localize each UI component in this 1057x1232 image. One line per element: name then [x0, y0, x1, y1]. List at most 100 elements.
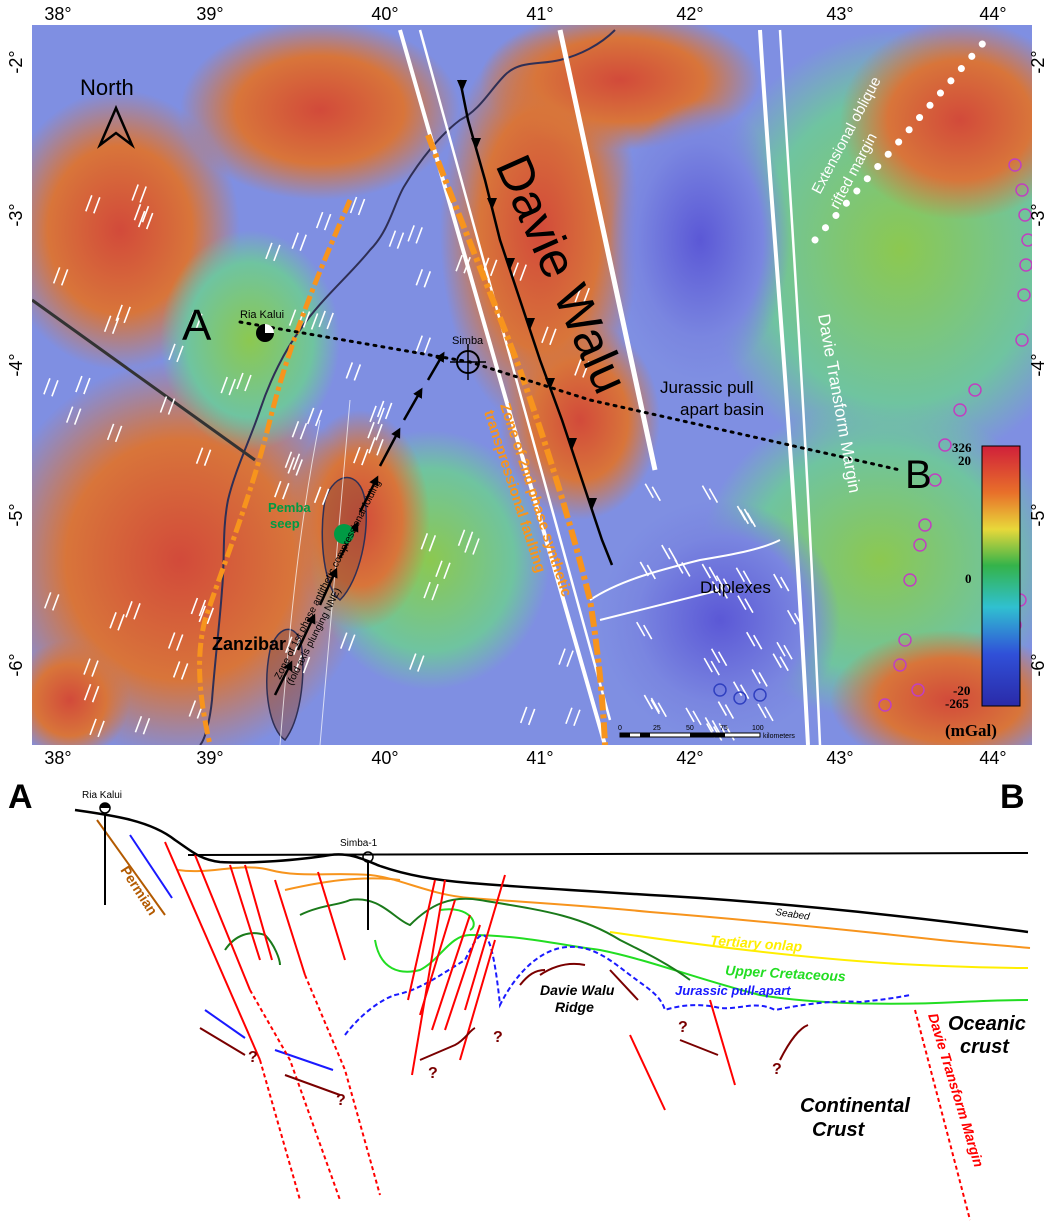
fold-axis-arrows — [457, 80, 597, 510]
fault-set — [164, 841, 971, 1221]
question-mark: ? — [248, 1049, 258, 1066]
zanzibar-label: Zanzibar — [212, 634, 286, 654]
coastline — [199, 29, 616, 745]
shear-arrow — [541, 326, 557, 346]
lineament — [32, 298, 256, 462]
shear-arrow — [306, 407, 323, 427]
colorbar-label: 326 — [952, 440, 972, 455]
shear-arrow — [710, 648, 728, 667]
lat-label: -3° — [1028, 203, 1048, 226]
shear-arrow — [137, 210, 154, 230]
scale-unit: kilometers — [763, 733, 795, 740]
shear-arrow — [52, 267, 69, 286]
lat-label: -2° — [6, 50, 26, 73]
section-label-a: A — [8, 778, 33, 816]
well-ria-kalui — [256, 324, 274, 342]
shear-arrow — [757, 703, 774, 722]
lat-label: -4° — [1028, 353, 1048, 376]
oceanic-crust-label-1: Oceanic — [948, 1013, 1026, 1035]
shear-arrow — [294, 654, 311, 674]
shear-arrow — [291, 232, 307, 251]
shear-arrow — [89, 718, 105, 738]
duplexes-label: Duplexes — [700, 578, 771, 597]
section-label-b: B — [1000, 778, 1025, 816]
orange-fault-west — [197, 199, 353, 745]
lat-label: -5° — [1028, 503, 1048, 526]
shear-arrow — [302, 311, 319, 330]
shear-arrow — [195, 447, 212, 466]
question-mark: ? — [336, 1092, 346, 1109]
lat-label: -4° — [6, 353, 26, 376]
scale-tick: 25 — [653, 725, 661, 732]
gravity-map: 38° 39° 40° 41° 42° 43° 44° 38° 39° 40° … — [6, 4, 1048, 768]
tertiary-horizon-2 — [284, 877, 401, 891]
lat-labels-right: -2° -3° -4° -5° -6° — [1028, 50, 1048, 676]
colorbar-unit: (mGal) — [945, 721, 997, 740]
shear-arrow — [701, 563, 719, 582]
shear-arrow — [711, 581, 729, 599]
scale-bar-labels: 0 25 50 75 100 kilometers — [618, 725, 795, 740]
colorbar-gradient — [981, 445, 1021, 707]
tertiary-onlap-label: Tertiary onlap — [710, 932, 803, 954]
shear-arrow — [353, 446, 369, 466]
upper-cretaceous-horizon — [374, 933, 1029, 1005]
lon-label: 44° — [979, 748, 1006, 768]
shear-arrow — [368, 437, 384, 456]
seabed-horizon — [74, 808, 1029, 934]
shear-arrow — [349, 196, 366, 216]
shear-arrow — [735, 567, 753, 586]
shear-arrow — [685, 707, 702, 726]
shear-arrow — [558, 648, 574, 667]
shear-arrow — [409, 653, 425, 672]
davie-walu-ridge-label-2: Ridge — [555, 999, 594, 1015]
shear-arrow — [187, 311, 203, 331]
shear-arrow — [717, 701, 735, 719]
shear-arrow — [340, 632, 356, 651]
shear-arrow — [172, 661, 189, 680]
jurassic-segment-1 — [204, 1009, 246, 1039]
shear-arrow — [133, 203, 150, 223]
lat-label: -5° — [6, 503, 26, 526]
question-mark: ? — [493, 1029, 503, 1046]
oceanic-crust-label-2: crust — [960, 1036, 1010, 1058]
colorbar-label: -20 — [953, 683, 970, 698]
shear-arrow — [115, 304, 131, 324]
scale-tick: 50 — [686, 725, 694, 732]
shear-arrow — [284, 636, 301, 656]
lon-label: 42° — [676, 4, 703, 24]
shear-arrow — [704, 717, 722, 735]
colorbar: 326 20 0 -20 -265 (mGal) — [945, 440, 1021, 740]
pemba-label-2: seep — [270, 516, 300, 531]
shear-arrow — [415, 335, 431, 354]
shear-arrow — [75, 375, 91, 395]
shear-arrow — [661, 544, 678, 563]
shear-arrow — [643, 694, 661, 713]
shear-arrow — [168, 343, 184, 363]
shear-arrow — [388, 230, 405, 249]
shear-arrow — [313, 486, 330, 506]
lon-label: 39° — [196, 748, 223, 768]
shear-arrow — [773, 573, 790, 592]
jurassic-segment-3 — [129, 834, 173, 899]
lat-label: -6° — [1028, 653, 1048, 676]
continental-crust-label-1: Continental — [800, 1095, 910, 1117]
shear-arrow — [83, 683, 100, 703]
lon-label: 38° — [44, 748, 71, 768]
orange-fault-east — [425, 133, 608, 745]
shear-arrow — [420, 533, 437, 552]
section-end-label: B — [905, 453, 932, 497]
jurassic-pull-apart-label: Jurassic pull-apart — [675, 983, 791, 998]
shear-arrow — [43, 378, 59, 397]
shear-arrow — [315, 211, 332, 231]
shear-arrow — [167, 632, 184, 651]
lon-label: 40° — [371, 4, 398, 24]
lon-label: 40° — [371, 748, 398, 768]
jurassic-label-2: apart basin — [680, 400, 764, 419]
section-ria-kalui-label: Ria Kalui — [82, 790, 122, 801]
shear-arrow — [455, 254, 471, 274]
shear-arrow — [291, 420, 308, 440]
shear-arrow — [574, 285, 590, 305]
scale-tick: 75 — [720, 725, 728, 732]
shear-arrow — [131, 184, 147, 203]
